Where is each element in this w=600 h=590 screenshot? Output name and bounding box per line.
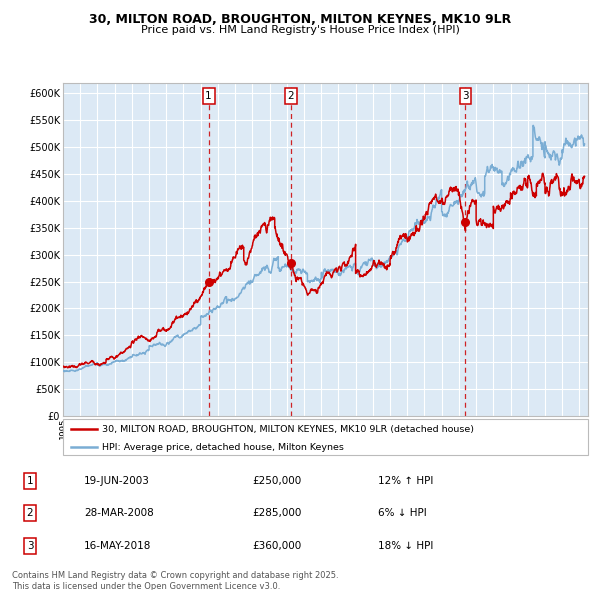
Text: 18% ↓ HPI: 18% ↓ HPI [378, 541, 433, 550]
Text: 2: 2 [26, 509, 34, 518]
Text: 16-MAY-2018: 16-MAY-2018 [84, 541, 151, 550]
Text: 30, MILTON ROAD, BROUGHTON, MILTON KEYNES, MK10 9LR: 30, MILTON ROAD, BROUGHTON, MILTON KEYNE… [89, 13, 511, 26]
Bar [209, 83, 291, 416]
Text: 2: 2 [287, 91, 294, 101]
Text: 3: 3 [26, 541, 34, 550]
Text: £250,000: £250,000 [252, 476, 301, 486]
Text: 30, MILTON ROAD, BROUGHTON, MILTON KEYNES, MK10 9LR (detached house): 30, MILTON ROAD, BROUGHTON, MILTON KEYNE… [103, 425, 475, 434]
Text: Contains HM Land Registry data © Crown copyright and database right 2025.: Contains HM Land Registry data © Crown c… [12, 571, 338, 580]
Text: 19-JUN-2003: 19-JUN-2003 [84, 476, 150, 486]
Text: This data is licensed under the Open Government Licence v3.0.: This data is licensed under the Open Gov… [12, 582, 280, 590]
Text: £360,000: £360,000 [252, 541, 301, 550]
Text: 28-MAR-2008: 28-MAR-2008 [84, 509, 154, 518]
Text: Price paid vs. HM Land Registry's House Price Index (HPI): Price paid vs. HM Land Registry's House … [140, 25, 460, 35]
Text: 1: 1 [26, 476, 34, 486]
Text: 3: 3 [462, 91, 469, 101]
Text: 1: 1 [205, 91, 212, 101]
Text: £285,000: £285,000 [252, 509, 301, 518]
Text: 12% ↑ HPI: 12% ↑ HPI [378, 476, 433, 486]
Text: HPI: Average price, detached house, Milton Keynes: HPI: Average price, detached house, Milt… [103, 443, 344, 452]
Text: 6% ↓ HPI: 6% ↓ HPI [378, 509, 427, 518]
Bar [291, 83, 466, 416]
